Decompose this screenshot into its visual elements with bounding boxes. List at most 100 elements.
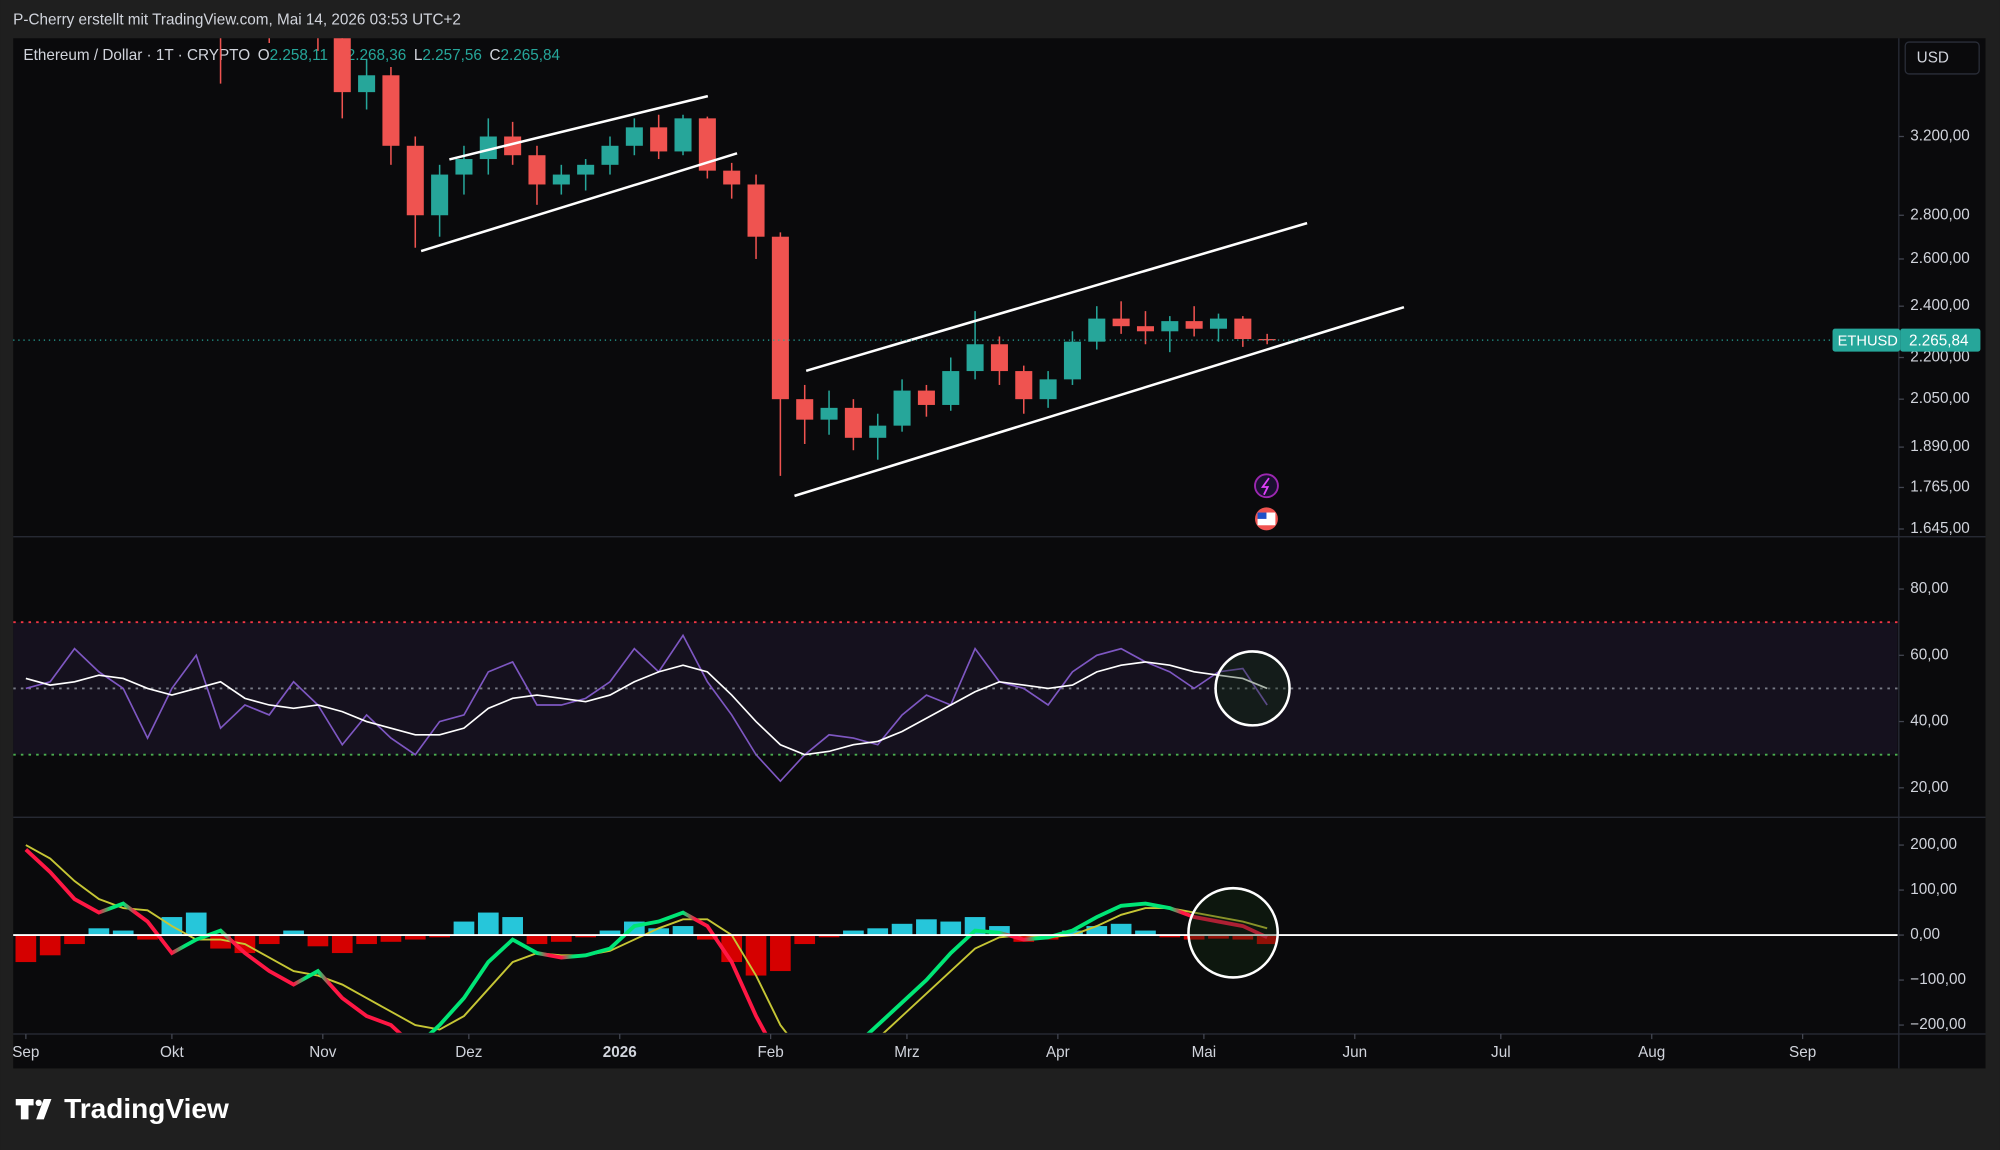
candle-body — [431, 174, 449, 216]
symbol-tag: ETHUSD — [1838, 333, 1898, 349]
candle-body — [1063, 341, 1081, 380]
histogram-bar — [210, 935, 231, 949]
histogram-bar — [745, 935, 767, 976]
histogram-bar — [1086, 926, 1108, 936]
histogram-bar — [64, 935, 85, 945]
last-price-label: 2.265,84 — [1909, 332, 1969, 349]
candle-body — [917, 390, 935, 405]
candle-body — [333, 38, 351, 93]
candle-body — [771, 236, 789, 400]
y-tick-label: −100,00 — [1910, 971, 1966, 988]
currency-button[interactable] — [1904, 41, 1980, 75]
histogram-bar — [575, 935, 597, 938]
candle-body — [552, 174, 570, 185]
candle-body — [455, 159, 473, 175]
histogram-bar — [648, 928, 670, 936]
symbol-legend: Ethereum / Dollar · 1T · CRYPTO O2.258,11… — [23, 47, 560, 64]
candle-body — [1209, 318, 1228, 329]
symbol-name: Ethereum / Dollar · 1T · CRYPTO — [23, 47, 250, 64]
rsi-line — [25, 661, 1268, 756]
event-icon[interactable] — [1254, 507, 1278, 531]
histogram-bar — [429, 935, 450, 938]
y-tick-label: 1.890,00 — [1910, 438, 1969, 455]
x-tick-label: Apr — [1046, 1044, 1070, 1061]
trendline — [420, 152, 738, 253]
y-tick-label: 2.800,00 — [1910, 206, 1969, 223]
candle-body — [1185, 321, 1203, 329]
credit: P-Cherry erstellt mit TradingView.com, M… — [13, 11, 461, 28]
pane — [15, 844, 1278, 1033]
y-tick-label: 2.200,00 — [1910, 349, 1969, 366]
histogram-bar — [1159, 935, 1181, 938]
y-tick-label: 40,00 — [1910, 713, 1948, 730]
candle-body — [479, 136, 497, 160]
highlight-circle — [1187, 886, 1279, 979]
candle-body — [844, 407, 862, 438]
histogram-bar — [1256, 935, 1278, 945]
y-tick-label: 2.400,00 — [1910, 297, 1969, 314]
last-price-box — [1900, 328, 1981, 352]
histogram-bar — [283, 930, 304, 936]
candle-body — [723, 170, 741, 185]
histogram-bar — [1232, 935, 1254, 940]
candle-body — [650, 127, 668, 152]
y-tick-label: 100,00 — [1910, 881, 1957, 898]
histogram-bar — [770, 935, 791, 972]
histogram-bar — [307, 935, 329, 947]
histogram-bar — [599, 930, 621, 936]
candle-body — [577, 164, 595, 175]
candle-body — [674, 118, 692, 152]
x-tick-label: 2026 — [603, 1044, 637, 1061]
histogram-bar — [331, 935, 353, 954]
x-tick-label: Mai — [1192, 1044, 1217, 1061]
ohlc-value: 2.265,84 — [501, 47, 561, 64]
histogram-bar — [137, 935, 158, 940]
histogram-bar — [794, 935, 816, 945]
histogram-bar — [39, 935, 61, 956]
x-tick-label: Jun — [1342, 1044, 1367, 1061]
candle-body — [893, 390, 911, 426]
histogram-bar — [843, 930, 864, 936]
y-tick-label: 1.645,00 — [1910, 520, 1969, 537]
candle-body — [1039, 379, 1057, 400]
histogram-bar — [404, 935, 426, 940]
histogram-bar — [891, 923, 913, 936]
ohlc-value: 2.258,11 — [270, 47, 328, 64]
candle-body — [625, 127, 643, 146]
histogram-bar — [989, 926, 1010, 936]
histogram-bar — [550, 935, 572, 942]
histogram-bar — [818, 935, 840, 938]
candle-body — [1161, 321, 1179, 332]
alert-icon[interactable] — [1254, 473, 1279, 499]
trendline — [449, 94, 709, 161]
currency[interactable]: USD — [1917, 50, 1949, 67]
histogram-bar — [1208, 935, 1229, 939]
ohlc-key: O — [258, 47, 270, 64]
candle-body — [747, 184, 765, 237]
histogram-bar — [916, 919, 937, 936]
histogram-bar — [453, 921, 475, 936]
histogram-bar — [1062, 930, 1083, 936]
y-tick-label: 200,00 — [1910, 836, 1957, 853]
candle-body — [382, 75, 400, 146]
candle-body — [796, 399, 814, 420]
trendline — [794, 305, 1405, 498]
y-tick-label: 80,00 — [1910, 580, 1948, 597]
histogram-bar — [1183, 935, 1205, 940]
candle-body — [966, 344, 984, 372]
histogram-bar — [1110, 923, 1132, 936]
histogram-bar — [185, 912, 207, 936]
x-tick-label: Sep — [12, 1044, 39, 1061]
y-tick-label: 0,00 — [1910, 926, 1940, 943]
ohlc-key: C — [490, 47, 501, 64]
candle-body — [1112, 318, 1130, 327]
ohlc-value: 2.257,56 — [422, 47, 481, 64]
histogram-bar — [867, 928, 889, 936]
ohlc-key: L — [414, 47, 423, 64]
candle-body — [1015, 371, 1033, 400]
pane — [13, 621, 1898, 783]
x-tick-label: Nov — [309, 1044, 337, 1061]
y-tick-label: 1.765,00 — [1910, 478, 1969, 495]
candle-body — [528, 155, 546, 185]
